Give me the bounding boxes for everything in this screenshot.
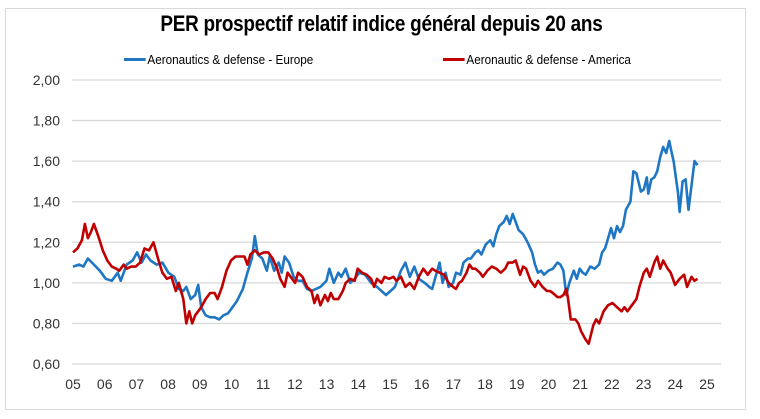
legend-item-europe: Aeronautics & defense - Europe	[124, 52, 313, 67]
y-tick-label: 2,00	[33, 72, 60, 88]
x-tick-label: 13	[319, 376, 335, 392]
x-tick-label: 09	[192, 376, 208, 392]
x-tick-label: 19	[509, 376, 525, 392]
x-tick-label: 23	[636, 376, 652, 392]
y-tick-label: 0,80	[33, 315, 60, 331]
x-tick-label: 14	[351, 376, 367, 392]
y-tick-label: 1,00	[33, 275, 60, 291]
legend-swatch-america	[443, 58, 465, 61]
x-tick-label: 12	[287, 376, 303, 392]
chart-title: PER prospectif relatif indice général de…	[160, 11, 603, 36]
x-tick-label: 24	[668, 376, 684, 392]
y-tick-label: 1,40	[33, 194, 60, 210]
x-tick-label: 07	[129, 376, 145, 392]
x-tick-label: 15	[382, 376, 398, 392]
x-tick-label: 10	[224, 376, 240, 392]
x-tick-label: 08	[160, 376, 176, 392]
x-tick-label: 17	[446, 376, 462, 392]
series-line-america	[72, 222, 699, 346]
x-tick-label: 16	[414, 376, 430, 392]
legend-swatch-europe	[124, 58, 146, 61]
legend-label-america: Aeronautic & defense - America	[466, 52, 631, 67]
x-tick-label: 06	[97, 376, 113, 392]
x-tick-label: 21	[572, 376, 588, 392]
x-tick-label: 11	[256, 376, 271, 392]
series-line-europe	[72, 139, 699, 321]
y-tick-label: 0,60	[33, 356, 60, 372]
y-tick-label: 1,80	[33, 113, 60, 129]
chart-frame	[5, 8, 746, 410]
x-tick-label: 22	[604, 376, 620, 392]
y-tick-label: 1,60	[33, 153, 60, 169]
x-tick-label: 05	[65, 376, 81, 392]
legend-item-america: Aeronautic & defense - America	[443, 52, 631, 67]
x-tick-label: 20	[541, 376, 557, 392]
x-tick-label: 25	[699, 376, 715, 392]
legend-label-europe: Aeronautics & defense - Europe	[147, 52, 314, 67]
y-tick-label: 1,20	[33, 234, 60, 250]
x-tick-label: 18	[477, 376, 493, 392]
